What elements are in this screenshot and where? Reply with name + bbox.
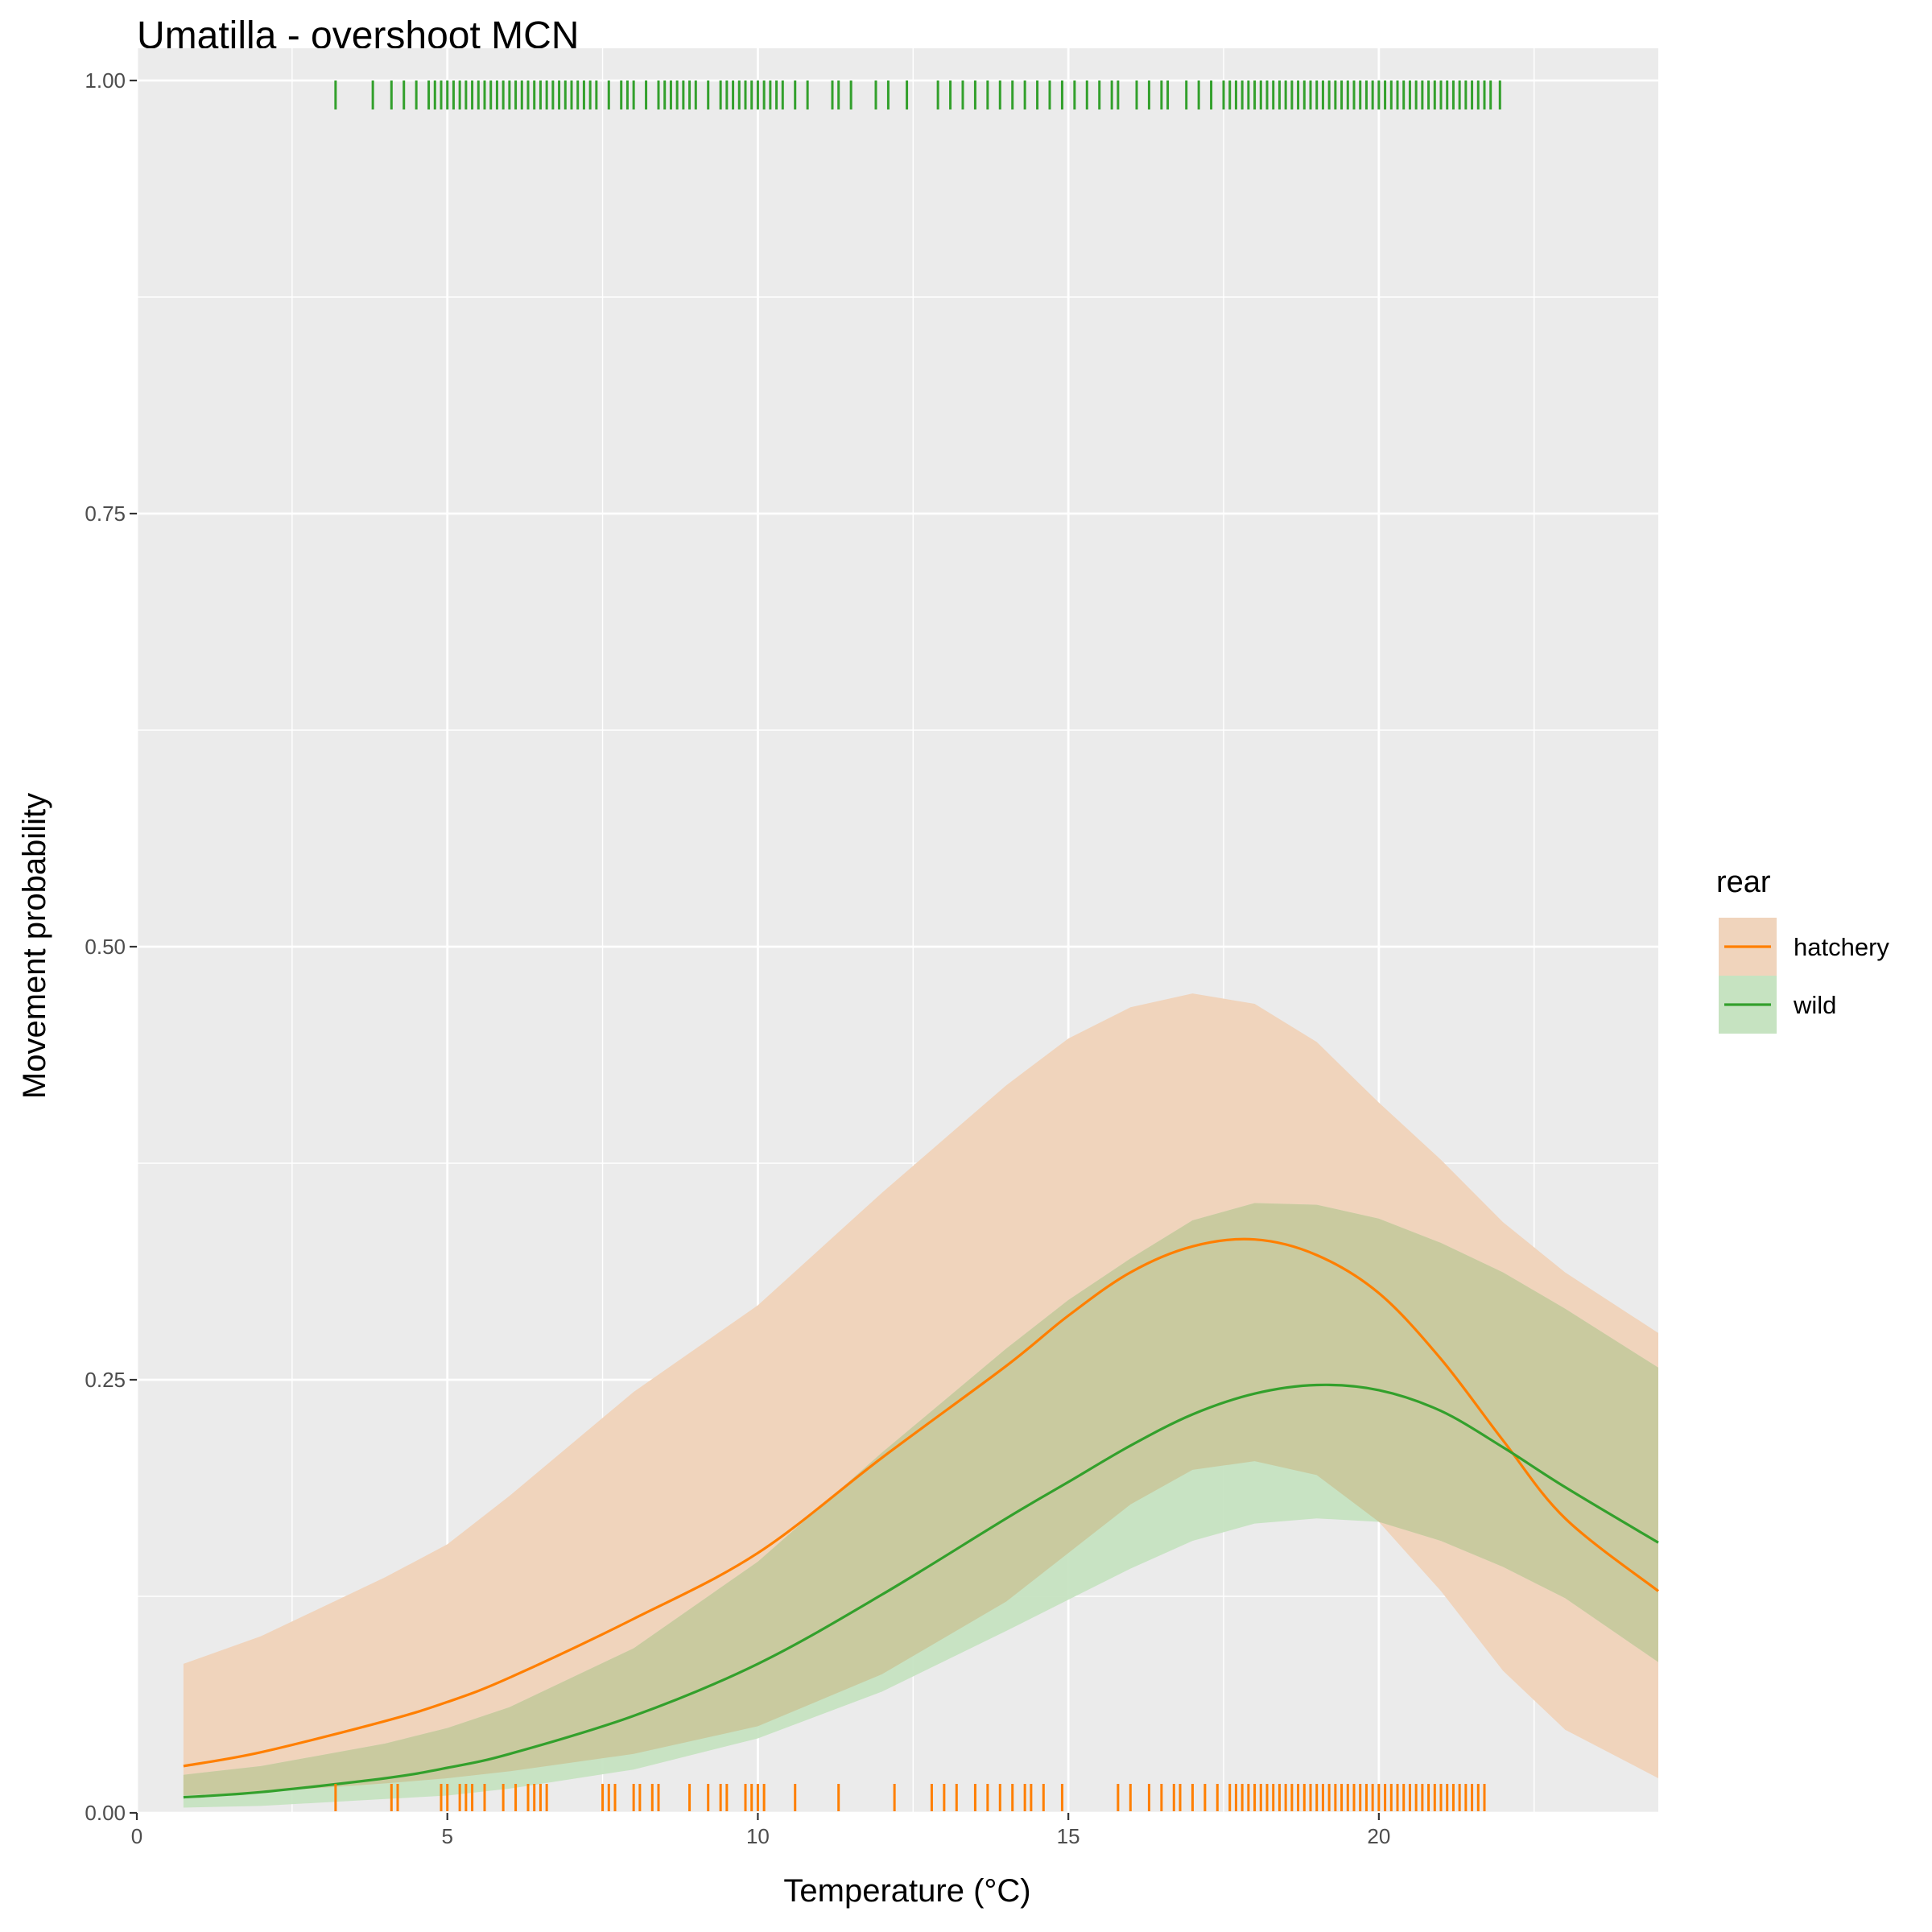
y-tick-label: 0.00 [85, 1801, 126, 1825]
x-axis: 0 5 10 15 20 [131, 1813, 1390, 1848]
y-axis: 0.00 0.25 0.50 0.75 1.00 [85, 68, 137, 1825]
series-lines [183, 1237, 1659, 1799]
x-tick-label: 10 [746, 1824, 770, 1848]
x-axis-title: Temperature (°C) [783, 1873, 1030, 1909]
y-tick-label: 0.25 [85, 1368, 126, 1392]
x-tick-label: 5 [441, 1824, 452, 1848]
x-tick-label: 20 [1367, 1824, 1390, 1848]
legend-label-wild: wild [1793, 991, 1836, 1019]
x-tick-label: 0 [131, 1824, 142, 1848]
x-tick-label: 15 [1057, 1824, 1080, 1848]
rug-marks [334, 80, 1501, 1811]
band-hatchery [183, 993, 1658, 1796]
y-axis-title: Movement probability [17, 793, 52, 1099]
y-tick-label: 0.50 [85, 935, 126, 959]
confidence-bands [183, 993, 1658, 1808]
legend: rear hatchery wild [1716, 865, 1889, 1034]
y-tick-label: 0.75 [85, 502, 126, 526]
line-wild [183, 1383, 1659, 1799]
legend-label-hatchery: hatchery [1794, 933, 1889, 961]
y-tick-label: 1.00 [85, 68, 126, 93]
band-overlap [183, 1203, 1658, 1796]
legend-title: rear [1716, 865, 1771, 899]
line-hatchery [183, 1237, 1659, 1768]
